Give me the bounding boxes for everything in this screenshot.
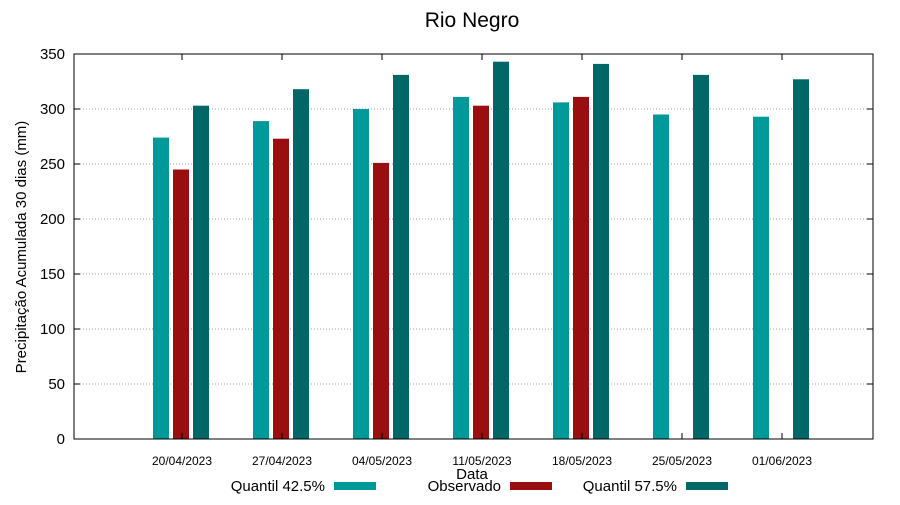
y-tick-label: 0: [57, 431, 65, 448]
bar-quantil-42-5: [353, 109, 369, 439]
y-tick-label: 50: [48, 376, 65, 393]
legend-swatch: [510, 482, 552, 490]
bar-quantil-57-5: [793, 79, 809, 440]
bar-observado: [573, 96, 589, 440]
bar-quantil-42-5: [653, 114, 669, 439]
x-axis-label: Data: [456, 466, 488, 483]
bar-quantil-42-5: [453, 96, 469, 440]
bar-observado: [173, 169, 189, 439]
x-tick-label: 25/05/2023: [652, 454, 712, 468]
x-tick-label: 20/04/2023: [152, 454, 212, 468]
y-tick-label: 350: [40, 46, 65, 63]
x-tick-label: 11/05/2023: [452, 454, 511, 468]
bar-quantil-42-5: [553, 102, 569, 440]
bar-quantil-57-5: [293, 89, 309, 439]
legend-label: Observado: [428, 478, 501, 495]
bar-observado: [473, 105, 489, 439]
bar-quantil-57-5: [193, 105, 209, 439]
legend-swatch: [334, 482, 376, 490]
bar-quantil-57-5: [393, 74, 409, 440]
y-tick-label: 100: [40, 321, 65, 338]
y-tick-label: 250: [40, 156, 65, 173]
legend-label: Quantil 42.5%: [231, 478, 325, 495]
x-tick-label: 27/04/2023: [252, 454, 312, 468]
y-tick-label: 300: [40, 101, 65, 118]
chart-title: Rio Negro: [425, 9, 520, 32]
bar-quantil-42-5: [753, 116, 769, 439]
plot-frame: [73, 53, 874, 440]
x-tick-label: 18/05/2023: [552, 454, 612, 468]
bar-observado: [373, 162, 389, 439]
bar-observado: [273, 138, 289, 439]
x-axis: 20/04/2023 27/04/2023 04/05/2023 11/05/2023…: [152, 54, 812, 468]
bars: [153, 61, 809, 440]
y-tick-label: 200: [40, 211, 65, 228]
legend: Quantil 42.5% Observado Quantil 57.5%: [231, 478, 728, 495]
bar-quantil-57-5: [493, 61, 509, 439]
x-tick-label: 04/05/2023: [352, 454, 412, 468]
legend-label: Quantil 57.5%: [583, 478, 677, 495]
legend-swatch: [686, 482, 728, 490]
bar-quantil-57-5: [693, 74, 709, 440]
y-axis-label: Precipitação Acumulada 30 dias (mm): [13, 121, 30, 374]
bar-quantil-57-5: [593, 63, 609, 440]
y-tick-label: 150: [40, 266, 65, 283]
y-axis: 0 50 100 150 200 250 300 350: [40, 46, 873, 448]
bar-quantil-42-5: [153, 137, 169, 439]
bar-quantil-42-5: [253, 121, 269, 439]
x-tick-label: 01/06/2023: [752, 454, 812, 468]
